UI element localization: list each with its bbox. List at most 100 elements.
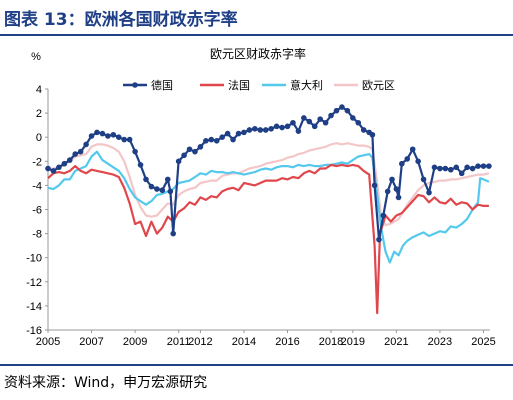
- data-point: [350, 115, 356, 121]
- data-point: [159, 187, 166, 194]
- data-point: [389, 176, 395, 183]
- data-point: [415, 158, 421, 165]
- data-point: [448, 166, 454, 173]
- legend-marker: [132, 82, 138, 88]
- data-point: [311, 123, 318, 130]
- x-tick-label: 2011: [167, 336, 191, 348]
- data-point: [404, 156, 411, 162]
- data-point: [137, 162, 144, 168]
- y-tick-label: -10: [26, 253, 42, 265]
- y-tick-label: -2: [32, 156, 42, 168]
- deficit-chart: 欧元区财政赤字率 % 德国 法国 意大利 欧元区 -16 -14 -12 -10 -8 -6 -4…: [26, 46, 496, 348]
- y-tick-label: -16: [26, 325, 42, 337]
- data-point: [480, 163, 487, 169]
- x-tick-label: 2023: [428, 336, 452, 348]
- footer-divider: [0, 364, 513, 366]
- y-tick-label: 4: [36, 84, 42, 96]
- x-tick-label: 2025: [471, 336, 495, 348]
- data-point: [192, 148, 198, 155]
- x-tick-label: 2009: [123, 336, 147, 348]
- data-point: [246, 127, 253, 133]
- data-point: [88, 133, 95, 139]
- data-point: [219, 134, 225, 140]
- x-tick-label: 2019: [341, 336, 365, 348]
- data-point: [273, 123, 280, 130]
- data-point: [290, 119, 296, 126]
- series-line-意大利: [47, 150, 490, 264]
- y-tick-label: 0: [36, 132, 42, 144]
- data-point: [50, 168, 57, 174]
- data-point: [45, 165, 51, 172]
- y-tick-label: -14: [26, 301, 42, 313]
- x-tick-label: 2012: [188, 336, 212, 348]
- data-point: [197, 144, 204, 150]
- data-point: [252, 125, 258, 132]
- data-point: [72, 151, 79, 157]
- data-point: [333, 107, 340, 114]
- series-line-法国: [47, 163, 489, 315]
- plot-area: [45, 104, 492, 315]
- data-point: [132, 148, 138, 155]
- series-line-德国: [47, 106, 489, 241]
- data-point: [257, 127, 264, 133]
- data-point: [295, 128, 302, 134]
- data-point: [355, 119, 362, 126]
- data-point: [393, 186, 400, 192]
- data-point: [306, 118, 313, 125]
- data-point: [475, 163, 481, 169]
- data-point: [148, 183, 155, 190]
- data-point: [384, 188, 391, 195]
- data-point: [322, 119, 329, 126]
- legend-label: 意大利: [290, 78, 323, 92]
- data-point: [167, 188, 174, 195]
- data-point: [268, 125, 274, 132]
- data-point: [328, 112, 334, 119]
- y-tick-label: -8: [32, 229, 42, 241]
- y-axis-unit: %: [31, 51, 41, 63]
- y-tick-label: -6: [32, 205, 42, 217]
- data-point: [181, 152, 187, 159]
- data-point: [262, 127, 269, 133]
- data-point: [395, 194, 402, 201]
- data-point: [99, 130, 106, 137]
- data-point: [61, 160, 68, 167]
- data-point: [431, 164, 438, 171]
- data-point: [56, 164, 62, 171]
- data-point: [380, 212, 387, 219]
- legend-label: 德国: [151, 78, 173, 92]
- data-point: [317, 116, 323, 122]
- data-point: [230, 136, 236, 143]
- data-point: [426, 189, 432, 196]
- x-tick-label: 2021: [384, 336, 408, 348]
- data-point: [442, 165, 449, 172]
- y-tick-label: -12: [26, 277, 42, 289]
- data-point: [469, 165, 476, 172]
- x-tick-label: 2007: [79, 336, 103, 348]
- figure-title: 图表 13：欧洲各国财政赤字率: [4, 10, 238, 30]
- x-tick-label: 2018: [319, 336, 343, 348]
- data-point: [77, 148, 84, 155]
- data-point: [186, 146, 193, 153]
- data-point: [409, 146, 416, 153]
- data-point: [66, 157, 73, 163]
- data-point: [105, 133, 111, 139]
- data-point: [170, 230, 176, 237]
- data-point: [453, 164, 460, 171]
- data-point: [224, 130, 231, 137]
- data-point: [208, 136, 215, 143]
- data-point: [369, 131, 376, 138]
- x-tick-label: 2016: [275, 336, 299, 348]
- y-tick-label: 2: [36, 108, 42, 120]
- x-tick-label: 2005: [36, 336, 60, 348]
- legend: 德国 法国 意大利 欧元区: [123, 78, 395, 92]
- data-point: [371, 182, 378, 189]
- legend-label: 法国: [228, 78, 250, 92]
- data-point: [235, 130, 242, 137]
- data-point: [420, 176, 427, 183]
- data-point: [279, 124, 285, 131]
- data-point: [437, 165, 443, 172]
- data-point: [203, 138, 209, 144]
- legend-label: 欧元区: [362, 79, 395, 92]
- data-point: [376, 236, 382, 243]
- chart-title: 欧元区财政赤字率: [210, 46, 306, 61]
